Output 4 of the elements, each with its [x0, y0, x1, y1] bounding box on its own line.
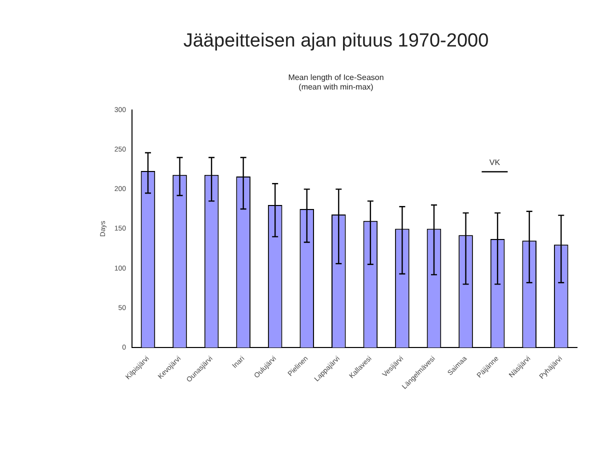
text: Mean length of Ice-Season	[288, 72, 384, 82]
annotation: VK	[489, 158, 501, 167]
chart-title: Jääpeitteisen ajan pituus 1970-2000	[183, 30, 489, 52]
text: (mean with min-max)	[298, 82, 374, 92]
